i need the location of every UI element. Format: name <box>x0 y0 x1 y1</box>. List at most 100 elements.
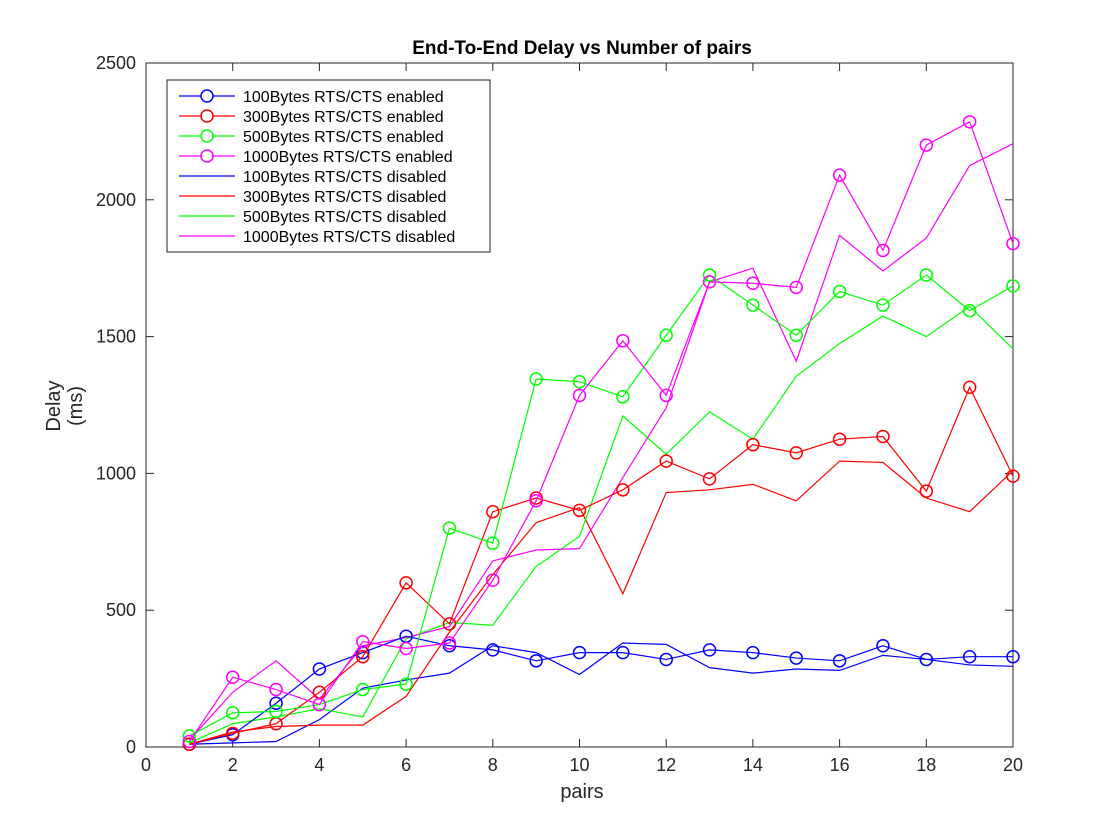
data-point <box>702 275 717 289</box>
x-tick-label: 2 <box>228 755 238 775</box>
series-line <box>188 120 1014 742</box>
data-point <box>616 333 630 348</box>
data-point <box>529 372 543 386</box>
data-point <box>356 682 370 697</box>
data-point <box>572 374 587 389</box>
series-500bytes-rts-cts-disabled <box>189 305 1014 744</box>
data-point <box>962 115 977 129</box>
data-point <box>399 641 413 656</box>
y-tick-label: 1000 <box>96 463 136 483</box>
data-point <box>312 662 327 676</box>
data-point <box>659 388 673 403</box>
series-line <box>189 305 1014 744</box>
x-tick-label: 12 <box>656 755 676 775</box>
data-point <box>1006 469 1020 483</box>
y-tick-label: 2500 <box>96 53 136 73</box>
legend-swatch-marker <box>200 149 214 163</box>
legend-entry: 300Bytes RTS/CTS disabled <box>179 189 446 206</box>
data-point <box>616 390 630 404</box>
data-point <box>919 138 934 152</box>
data-point <box>225 726 240 741</box>
data-point <box>746 298 760 312</box>
data-point <box>269 696 283 710</box>
legend-entry: 1000Bytes RTS/CTS disabled <box>179 229 455 246</box>
x-tick-label: 4 <box>314 755 324 775</box>
legend-entry: 100Bytes RTS/CTS disabled <box>179 169 446 186</box>
legend: 100Bytes RTS/CTS enabled 300Bytes RTS/CTS… <box>166 79 491 253</box>
data-point <box>486 573 500 587</box>
x-tick-label: 20 <box>1003 755 1023 775</box>
data-point <box>442 636 457 650</box>
data-point <box>919 484 934 498</box>
legend-label: 500Bytes RTS/CTS enabled <box>243 129 444 146</box>
series-300bytes-rts-cts-disabled <box>189 460 1014 745</box>
data-point <box>789 328 803 342</box>
data-point <box>442 617 457 631</box>
data-point <box>659 328 673 342</box>
data-point <box>659 454 673 468</box>
legend-label: 300Bytes RTS/CTS enabled <box>243 109 444 126</box>
chart-title: End-To-End Delay vs Number of pairs <box>412 38 752 59</box>
data-point <box>356 649 370 664</box>
legend-swatch-marker <box>200 129 214 143</box>
legend-entry: 300Bytes RTS/CTS enabled <box>179 109 444 126</box>
legend-entry: 1000Bytes RTS/CTS enabled <box>179 149 453 166</box>
data-point <box>269 704 283 719</box>
data-point <box>182 729 197 743</box>
data-point <box>962 303 977 318</box>
y-axis-title: Delay (ms) <box>43 380 87 431</box>
legend-swatch-marker <box>200 89 214 103</box>
data-point <box>1006 236 1020 251</box>
data-point <box>529 654 543 668</box>
y-tick-label: 500 <box>106 600 136 620</box>
data-point <box>312 697 327 712</box>
data-point <box>789 651 803 665</box>
legend-label: 100Bytes RTS/CTS enabled <box>243 89 444 106</box>
data-point <box>702 268 717 282</box>
series-line <box>189 385 1014 745</box>
data-point <box>225 706 240 720</box>
series-layer <box>182 115 1020 752</box>
data-point <box>919 268 934 282</box>
data-point <box>1006 279 1020 293</box>
series-500bytes-rts-cts-enabled <box>182 268 1020 743</box>
series-line <box>189 274 1014 737</box>
data-point <box>1006 649 1020 664</box>
data-point <box>572 388 587 403</box>
data-point <box>356 634 370 649</box>
series-line <box>189 642 1014 745</box>
data-point <box>486 504 500 519</box>
legend-label: 100Bytes RTS/CTS disabled <box>243 169 446 186</box>
data-point <box>529 494 543 508</box>
data-point <box>962 380 977 394</box>
data-point <box>789 446 803 460</box>
data-point <box>876 429 890 444</box>
data-point <box>572 503 587 518</box>
x-tick-label: 14 <box>743 755 763 775</box>
series-100bytes-rts-cts-disabled <box>189 642 1014 745</box>
series-100bytes-rts-cts-enabled <box>182 629 1020 752</box>
data-point <box>225 670 240 684</box>
data-point <box>919 652 934 667</box>
legend-entry: 500Bytes RTS/CTS disabled <box>179 209 446 226</box>
x-tick-label: 6 <box>401 755 411 775</box>
data-point <box>832 168 847 182</box>
series-line <box>189 460 1014 745</box>
legend-label: 500Bytes RTS/CTS disabled <box>243 209 446 226</box>
data-point <box>702 643 717 657</box>
data-point <box>486 536 500 550</box>
legend-label: 1000Bytes RTS/CTS disabled <box>243 229 455 246</box>
data-point <box>789 280 803 295</box>
series-line <box>189 635 1013 745</box>
data-point <box>832 284 847 299</box>
data-point <box>832 432 847 446</box>
data-point <box>486 643 500 657</box>
y-axis-title-line-2: (ms) <box>65 386 87 426</box>
data-point <box>399 576 413 590</box>
data-point <box>746 645 760 660</box>
y-tick-label: 0 <box>126 737 136 757</box>
data-point <box>746 276 760 290</box>
legend-box <box>166 79 491 253</box>
data-point <box>746 437 760 452</box>
